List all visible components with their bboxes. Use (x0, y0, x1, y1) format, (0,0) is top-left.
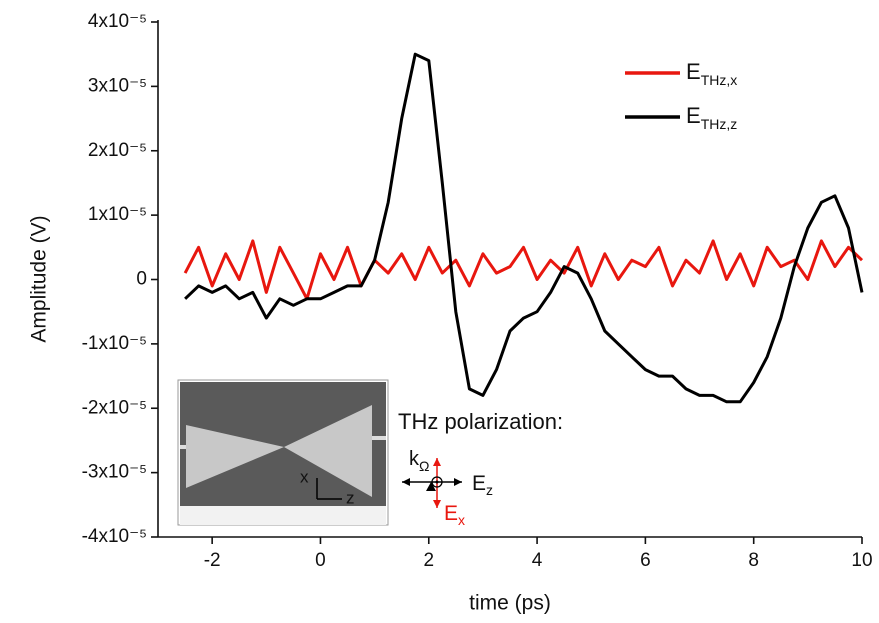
k-symbol (431, 476, 443, 488)
arrow-head (454, 478, 462, 486)
annotation: Ez (472, 472, 493, 498)
y-tick-label: -2x10⁻⁵ (82, 397, 147, 418)
series-line (184, 52, 864, 404)
sem-info-bar (180, 506, 386, 525)
y-tick-label: 3x10⁻⁵ (88, 75, 147, 96)
arrow-head (433, 500, 441, 508)
y-tick-label: -3x10⁻⁵ (82, 462, 147, 483)
k-symbol (435, 480, 439, 484)
inset-image (177, 379, 462, 526)
y-tick-label: 1x10⁻⁵ (88, 204, 147, 225)
y-tick-label: 4x10⁻⁵ (88, 11, 147, 32)
y-tick-label: 0 (136, 269, 147, 290)
arrow-head (402, 478, 410, 486)
annotation: Ex (444, 502, 465, 528)
y-axis-label: Amplitude (V) (28, 215, 51, 342)
annotation: z (346, 488, 355, 507)
x-axis-label: time (ps) (469, 592, 551, 615)
x-tick-label: 10 (851, 550, 872, 571)
legend-label: ETHz,x (686, 59, 737, 88)
x-tick-label: -2 (204, 550, 221, 571)
arrow-head (433, 458, 441, 466)
bowtie (186, 405, 372, 497)
arrow-head (426, 482, 436, 491)
x-tick-label: 8 (748, 550, 759, 571)
lead (372, 436, 386, 440)
series-line (183, 239, 864, 301)
annotation: kΩ (409, 448, 429, 473)
x-tick-label: 0 (315, 550, 326, 571)
legend-label: ETHz,z (686, 103, 737, 132)
x-tick-label: 4 (532, 550, 543, 571)
annotation: x (300, 467, 309, 486)
y-tick-label: -4x10⁻⁵ (82, 526, 147, 547)
annotation: THz polarization: (398, 409, 563, 434)
lead (180, 445, 186, 449)
y-tick-label: 2x10⁻⁵ (88, 140, 147, 161)
y-tick-label: -1x10⁻⁵ (82, 333, 147, 354)
x-tick-label: 6 (640, 550, 651, 571)
x-tick-label: 2 (423, 550, 434, 571)
